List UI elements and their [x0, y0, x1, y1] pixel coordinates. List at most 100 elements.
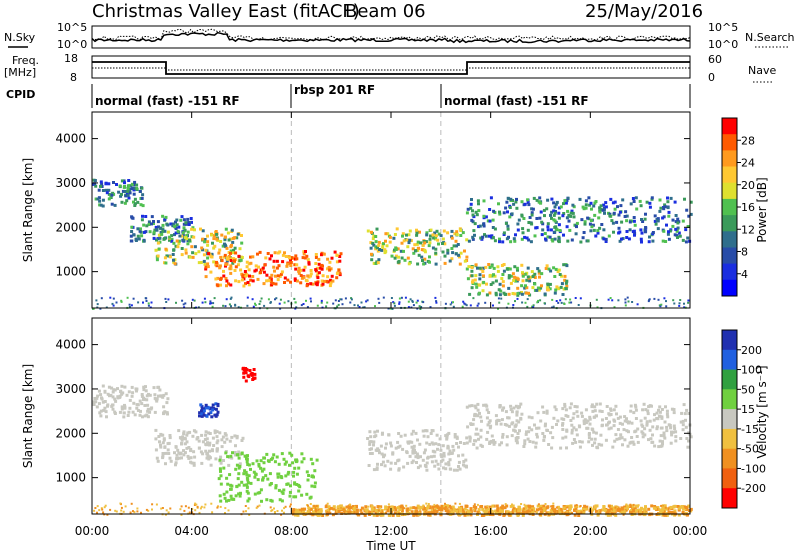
data-cell [225, 246, 229, 250]
data-cell [494, 509, 498, 513]
data-cell [614, 433, 618, 437]
data-cell [501, 509, 505, 513]
data-cell [139, 409, 142, 413]
data-cell [475, 213, 479, 217]
data-cell [465, 238, 469, 242]
data-cell [122, 179, 126, 183]
data-cell [647, 300, 650, 303]
data-cell [532, 507, 535, 510]
data-cell [670, 510, 674, 514]
data-cell [625, 236, 629, 239]
data-cell [285, 264, 289, 268]
data-cell [657, 408, 660, 412]
data-cell [486, 219, 490, 223]
data-cell [318, 513, 322, 517]
data-cell [561, 293, 565, 296]
data-cell [546, 235, 550, 239]
data-cell [96, 511, 98, 514]
data-cell [322, 279, 326, 283]
data-cell [423, 241, 427, 245]
data-cell [567, 513, 570, 516]
data-cell [613, 207, 617, 211]
data-cell [513, 265, 517, 269]
data-cell [135, 387, 139, 391]
data-cell [557, 216, 561, 220]
data-cell [486, 423, 490, 427]
data-cell [632, 219, 636, 223]
data-cell [401, 234, 404, 238]
data-cell [230, 456, 234, 460]
data-cell [541, 508, 544, 511]
data-cell [263, 263, 267, 267]
data-cell [516, 432, 520, 435]
data-cell [169, 507, 172, 510]
data-cell [580, 511, 584, 515]
data-cell [219, 461, 223, 465]
data-cell [488, 208, 492, 211]
data-cell [681, 419, 685, 423]
data-cell [544, 503, 547, 505]
data-cell [158, 236, 162, 240]
data-cell [216, 439, 220, 443]
data-cell [341, 303, 344, 306]
data-cell [302, 252, 306, 256]
data-cell [408, 238, 412, 242]
data-cell [595, 402, 599, 406]
data-cell [439, 453, 443, 457]
data-cell [572, 412, 576, 416]
data-cell [524, 301, 527, 304]
data-cell [665, 223, 668, 227]
data-cell [453, 435, 457, 439]
data-cell [124, 505, 127, 508]
data-cell [420, 306, 423, 308]
data-cell [431, 505, 435, 509]
data-cell [602, 237, 606, 241]
data-cell [396, 445, 400, 449]
data-cell [472, 297, 475, 300]
data-cell [398, 444, 402, 448]
data-cell [134, 238, 138, 241]
data-cell [193, 228, 196, 232]
data-cell [450, 257, 454, 261]
data-cell [342, 506, 345, 509]
data-cell [177, 429, 181, 433]
data-cell [683, 306, 686, 309]
data-cell [237, 472, 241, 476]
data-cell [215, 441, 219, 445]
data-cell [674, 439, 678, 443]
data-cell [258, 250, 262, 254]
data-cell [160, 507, 163, 510]
data-cell [118, 184, 122, 188]
data-cell [122, 415, 126, 419]
data-cell [183, 306, 186, 309]
data-cell [488, 291, 492, 295]
data-cell [386, 506, 389, 509]
data-cell [206, 262, 210, 266]
data-cell [507, 424, 511, 428]
data-cell [689, 200, 693, 204]
data-cell [576, 414, 580, 418]
data-cell [167, 298, 170, 301]
data-cell [205, 456, 209, 460]
data-cell [185, 433, 189, 437]
data-cell [371, 241, 375, 245]
data-cell [219, 499, 223, 503]
data-cell [624, 298, 627, 301]
data-cell [387, 506, 390, 510]
data-cell [199, 507, 202, 510]
data-cell [544, 506, 548, 510]
data-cell [162, 393, 166, 397]
data-cell [325, 504, 328, 507]
data-cell [306, 274, 310, 278]
data-cell [554, 288, 558, 292]
data-cell [434, 296, 437, 299]
data-cell [332, 505, 336, 509]
data-cell [132, 297, 135, 300]
data-cell [606, 510, 610, 514]
data-cell [632, 503, 635, 506]
data-cell [337, 303, 340, 306]
data-cell [562, 202, 565, 206]
data-cell [222, 269, 225, 273]
data-cell [529, 275, 533, 279]
data-cell [394, 508, 398, 511]
